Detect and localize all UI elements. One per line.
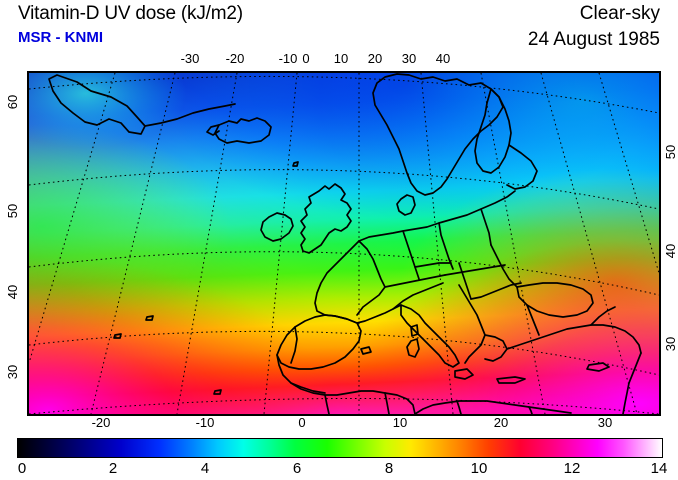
axis-bottom-tick-0: -20 — [91, 415, 111, 430]
sky-condition-label: Clear-sky — [579, 3, 660, 24]
axis-top-tick-5: 20 — [367, 51, 383, 66]
axis-right-tick-2: 30 — [663, 336, 678, 352]
colorbar — [17, 438, 663, 458]
chart-header: Vitamin-D UV dose (kJ/m2) MSR - KNMI Cle… — [0, 0, 678, 58]
colorbar-tick-4: 8 — [384, 460, 394, 477]
axis-bottom-tick-1: -10 — [195, 415, 215, 430]
axis-left-tick-3: 30 — [5, 364, 20, 380]
axis-bottom-tick-5: 30 — [597, 415, 613, 430]
colorbar-tick-3: 6 — [292, 460, 302, 477]
colorbar-tick-2: 4 — [200, 460, 210, 477]
axis-right-tick-0: 50 — [663, 144, 678, 160]
axis-top-tick-2: -10 — [278, 51, 298, 66]
axis-left-tick-0: 60 — [5, 94, 20, 110]
map-canvas — [29, 73, 659, 414]
axis-bottom-tick-2: 0 — [298, 415, 306, 430]
axis-bottom-tick-3: 10 — [392, 415, 408, 430]
axis-top-tick-0: -30 — [180, 51, 200, 66]
axis-right-tick-1: 40 — [663, 243, 678, 259]
coastlines-and-borders — [48, 73, 642, 414]
date-label: 24 August 1985 — [527, 29, 660, 50]
axis-top-tick-6: 30 — [401, 51, 417, 66]
axis-top-tick-1: -20 — [225, 51, 245, 66]
colorbar-tick-7: 14 — [650, 460, 668, 477]
colorbar-tick-1: 2 — [108, 460, 118, 477]
uv-field — [29, 73, 659, 414]
graticule — [29, 73, 659, 414]
page-title: Vitamin-D UV dose (kJ/m2) — [18, 3, 243, 24]
axis-top-tick-3: 0 — [302, 51, 310, 66]
uv-dose-map — [27, 71, 661, 416]
axis-top-tick-4: 10 — [333, 51, 349, 66]
axis-top-tick-7: 40 — [435, 51, 451, 66]
colorbar-tick-6: 12 — [563, 460, 581, 477]
colorbar-tick-0: 0 — [17, 460, 27, 477]
axis-left-tick-2: 40 — [5, 284, 20, 300]
axis-left-tick-1: 50 — [5, 203, 20, 219]
colorbar-tick-5: 10 — [470, 460, 488, 477]
source-credit: MSR - KNMI — [18, 29, 103, 46]
axis-bottom-tick-4: 20 — [493, 415, 509, 430]
colorbar-gradient — [17, 438, 663, 458]
